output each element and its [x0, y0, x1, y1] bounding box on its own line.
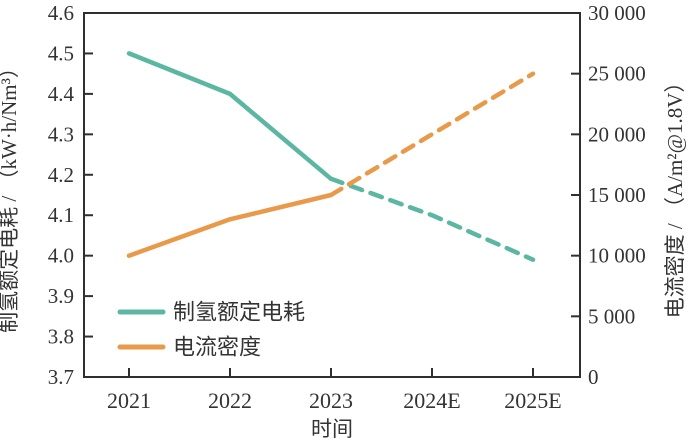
- x-axis-title: 时间: [311, 417, 353, 441]
- right-axis-tick-label: 0: [588, 365, 599, 389]
- x-axis-tick-label: 2022: [208, 388, 252, 413]
- series-line-solid-1: [126, 192, 334, 258]
- x-axis-tick-label: 2023: [309, 388, 353, 413]
- series-line-dashed-1: [328, 71, 536, 198]
- series-line-solid-0: [126, 51, 334, 182]
- x-axis-tick-label: 2024E: [403, 388, 460, 413]
- x-axis-tick-label: 2021: [107, 388, 151, 413]
- series-line-dashed-0: [328, 176, 536, 262]
- x-axis-tick-label: 2025E: [504, 388, 561, 413]
- legend-label-power: 制氢额定电耗: [173, 300, 305, 325]
- left-axis-tick-label: 4.0: [48, 244, 74, 268]
- legend-label-current: 电流密度: [173, 335, 261, 360]
- left-axis-tick-label: 4.3: [48, 122, 74, 146]
- right-axis-tick-label: 30 000: [588, 1, 646, 25]
- plot-area: 4.6 4.5 4.4 4.3 4.2 4.1 4.0 3.9 3.8 3.7 30 000 25 0…: [48, 1, 646, 413]
- left-axis-tick-label: 3.9: [48, 284, 74, 308]
- right-axis-tick-label: 25 000: [588, 62, 646, 86]
- right-axis-tick-label: 5 000: [588, 304, 635, 328]
- left-axis-tick-label: 3.7: [48, 365, 74, 389]
- left-axis-tick-label: 4.6: [48, 1, 74, 25]
- right-axis-tick-label: 20 000: [588, 122, 646, 146]
- right-axis-tick-label: 10 000: [588, 244, 646, 268]
- left-axis-tick-label: 4.2: [48, 163, 74, 187]
- right-axis-title: 电流密度 / （A/m²@1.8V）: [663, 72, 687, 319]
- left-axis-tick-label: 3.8: [48, 325, 74, 349]
- left-axis-title: 制氢额定电耗 / （kW·h/Nm³）: [0, 57, 21, 333]
- left-axis-tick-label: 4.4: [48, 82, 75, 106]
- right-axis-tick-label: 15 000: [588, 183, 646, 207]
- left-axis-tick-label: 4.1: [48, 203, 74, 227]
- left-axis-tick-label: 4.5: [48, 41, 74, 65]
- legend: 制氢额定电耗 电流密度: [117, 300, 305, 360]
